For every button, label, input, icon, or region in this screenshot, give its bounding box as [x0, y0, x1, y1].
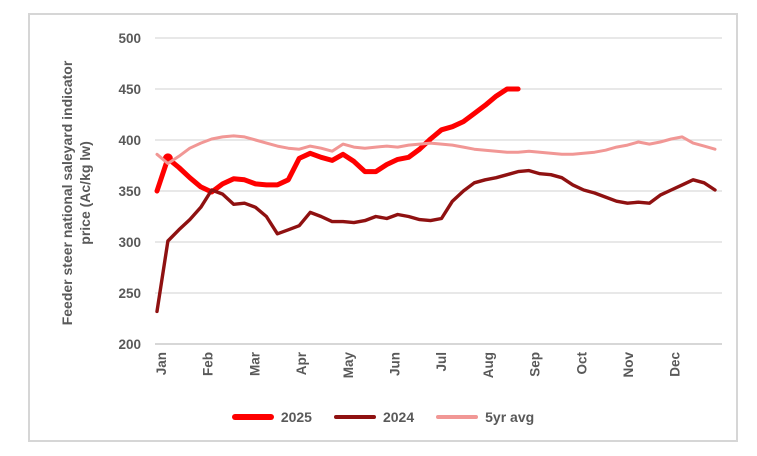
x-tick-label-jun: Jun — [388, 352, 403, 376]
legend: 2025 2024 5yr avg — [28, 404, 738, 430]
x-tick-label-oct: Oct — [574, 352, 589, 375]
y-tick-label-450: 450 — [118, 82, 141, 97]
series-line-2024 — [155, 168, 717, 314]
legend-swatch-2024-line — [333, 415, 376, 419]
y-tick-label-200: 200 — [118, 337, 141, 352]
x-tick-label-aug: Aug — [481, 352, 496, 378]
y-axis-title-line2: price (Ac/kg lw) — [77, 141, 93, 245]
legend-item-5yr-avg: 5yr avg — [436, 409, 534, 425]
y-tick-label-400: 400 — [118, 133, 141, 148]
legend-swatch-2025-line — [231, 414, 274, 420]
y-axis-title: Feeder steer national saleyard indicator… — [58, 43, 96, 343]
y-tick-label-500: 500 — [118, 31, 141, 46]
series-line-2025 — [154, 86, 521, 195]
y-tick-label-300: 300 — [118, 235, 141, 250]
x-tick-label-jul: Jul — [434, 352, 449, 372]
legend-label-2025: 2025 — [280, 409, 312, 425]
x-tick-label-feb: Feb — [201, 352, 216, 376]
y-axis-title-line1: Feeder steer national saleyard indicator — [59, 60, 75, 326]
legend-item-2025: 2025 — [231, 409, 312, 425]
legend-label-2024: 2024 — [382, 409, 415, 425]
chart-frame — [28, 13, 738, 442]
x-tick-label-dec: Dec — [668, 352, 683, 377]
series-line-5yr-avg — [155, 134, 717, 165]
x-tick-label-nov: Nov — [621, 352, 636, 378]
legend-label-5yr-avg: 5yr avg — [485, 409, 535, 425]
y-tick-label-350: 350 — [118, 184, 141, 199]
x-tick-label-apr: Apr — [294, 351, 309, 375]
x-tick-label-jan: Jan — [154, 352, 169, 375]
x-tick-label-may: May — [341, 352, 356, 379]
x-tick-label-mar: Mar — [247, 351, 262, 376]
legend-swatch-5yr-avg-line — [436, 415, 479, 419]
legend-item-2024: 2024 — [333, 409, 415, 425]
x-tick-label-sep: Sep — [528, 352, 543, 377]
y-tick-label-250: 250 — [118, 286, 141, 301]
